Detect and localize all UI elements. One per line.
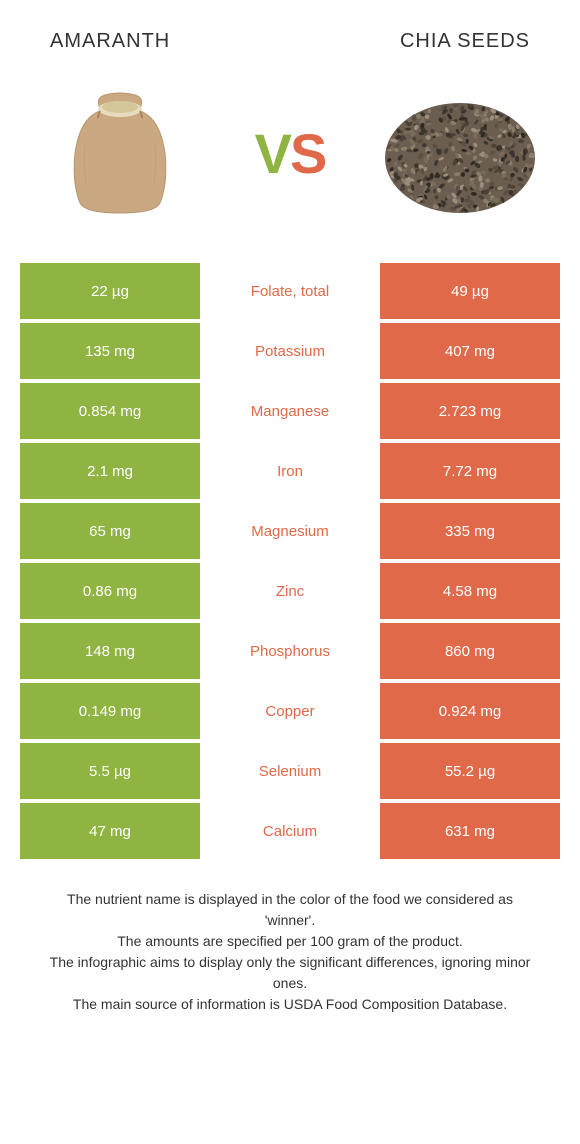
right-title: Chia seeds bbox=[400, 30, 530, 53]
footer-line-1: The nutrient name is displayed in the co… bbox=[40, 889, 540, 931]
cell-nutrient-label: Magnesium bbox=[200, 503, 380, 559]
header-row: Amaranth Chia seeds bbox=[20, 30, 560, 53]
cell-left-value: 148 mg bbox=[20, 623, 200, 679]
cell-left-value: 22 µg bbox=[20, 263, 200, 319]
table-row: 65 mgMagnesium335 mg bbox=[20, 503, 560, 559]
cell-nutrient-label: Copper bbox=[200, 683, 380, 739]
table-row: 2.1 mgIron7.72 mg bbox=[20, 443, 560, 499]
cell-left-value: 2.1 mg bbox=[20, 443, 200, 499]
table-row: 22 µgFolate, total49 µg bbox=[20, 263, 560, 319]
left-image bbox=[40, 73, 200, 233]
cell-left-value: 135 mg bbox=[20, 323, 200, 379]
cell-left-value: 0.854 mg bbox=[20, 383, 200, 439]
vs-v: V bbox=[255, 121, 290, 186]
table-row: 0.854 mgManganese2.723 mg bbox=[20, 383, 560, 439]
table-row: 5.5 µgSelenium55.2 µg bbox=[20, 743, 560, 799]
cell-right-value: 49 µg bbox=[380, 263, 560, 319]
vs-label: VS bbox=[255, 121, 326, 186]
cell-nutrient-label: Manganese bbox=[200, 383, 380, 439]
left-title: Amaranth bbox=[50, 30, 170, 53]
cell-right-value: 2.723 mg bbox=[380, 383, 560, 439]
nutrition-table: 22 µgFolate, total49 µg135 mgPotassium40… bbox=[20, 263, 560, 859]
table-row: 0.86 mgZinc4.58 mg bbox=[20, 563, 560, 619]
cell-right-value: 4.58 mg bbox=[380, 563, 560, 619]
cell-nutrient-label: Folate, total bbox=[200, 263, 380, 319]
cell-nutrient-label: Potassium bbox=[200, 323, 380, 379]
cell-right-value: 7.72 mg bbox=[380, 443, 560, 499]
footer-notes: The nutrient name is displayed in the co… bbox=[20, 889, 560, 1015]
cell-nutrient-label: Iron bbox=[200, 443, 380, 499]
images-row: VS bbox=[20, 73, 560, 233]
seeds-icon bbox=[380, 83, 540, 223]
footer-line-4: The main source of information is USDA F… bbox=[40, 994, 540, 1015]
table-row: 47 mgCalcium631 mg bbox=[20, 803, 560, 859]
cell-left-value: 5.5 µg bbox=[20, 743, 200, 799]
vs-s: S bbox=[290, 121, 325, 186]
table-row: 0.149 mgCopper0.924 mg bbox=[20, 683, 560, 739]
cell-right-value: 0.924 mg bbox=[380, 683, 560, 739]
cell-left-value: 0.86 mg bbox=[20, 563, 200, 619]
cell-right-value: 55.2 µg bbox=[380, 743, 560, 799]
right-image bbox=[380, 73, 540, 233]
cell-right-value: 335 mg bbox=[380, 503, 560, 559]
cell-left-value: 47 mg bbox=[20, 803, 200, 859]
footer-line-3: The infographic aims to display only the… bbox=[40, 952, 540, 994]
table-row: 135 mgPotassium407 mg bbox=[20, 323, 560, 379]
cell-right-value: 407 mg bbox=[380, 323, 560, 379]
sack-icon bbox=[50, 83, 190, 223]
cell-nutrient-label: Selenium bbox=[200, 743, 380, 799]
cell-nutrient-label: Zinc bbox=[200, 563, 380, 619]
footer-line-2: The amounts are specified per 100 gram o… bbox=[40, 931, 540, 952]
cell-right-value: 860 mg bbox=[380, 623, 560, 679]
cell-left-value: 0.149 mg bbox=[20, 683, 200, 739]
cell-nutrient-label: Calcium bbox=[200, 803, 380, 859]
cell-right-value: 631 mg bbox=[380, 803, 560, 859]
cell-nutrient-label: Phosphorus bbox=[200, 623, 380, 679]
table-row: 148 mgPhosphorus860 mg bbox=[20, 623, 560, 679]
cell-left-value: 65 mg bbox=[20, 503, 200, 559]
